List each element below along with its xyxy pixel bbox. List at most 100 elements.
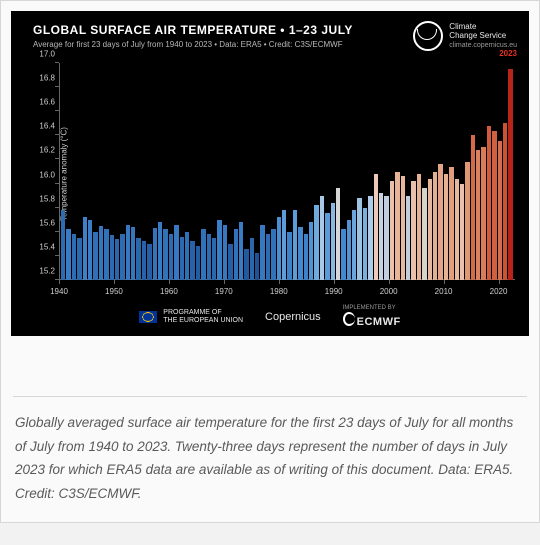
y-tick: 17.0 — [29, 50, 55, 59]
bar — [314, 205, 318, 280]
bar — [115, 239, 119, 280]
bar — [277, 217, 281, 280]
x-tick-mark — [114, 280, 115, 284]
bar — [422, 188, 426, 280]
ecmwf-block: IMPLEMENTED BY ECMWF — [343, 305, 401, 328]
copernicus-ring-icon — [413, 21, 443, 51]
bar — [492, 131, 496, 280]
ecmwf-c-icon — [343, 312, 355, 326]
x-tick-mark — [59, 280, 60, 284]
x-tick-mark — [444, 280, 445, 284]
bar — [110, 235, 114, 280]
bar — [368, 196, 372, 280]
x-tick: 1960 — [160, 287, 178, 296]
figure-caption: Globally averaged surface air temperatur… — [11, 411, 529, 512]
bar — [487, 126, 491, 280]
figure-card: GLOBAL SURFACE AIR TEMPERATURE • 1–23 JU… — [0, 0, 540, 523]
bar — [384, 196, 388, 280]
y-tick-mark — [55, 62, 59, 63]
y-tick-mark — [55, 183, 59, 184]
x-tick-mark — [169, 280, 170, 284]
divider — [13, 396, 527, 397]
bar — [395, 172, 399, 281]
y-tick: 16.2 — [29, 146, 55, 155]
bar — [207, 234, 211, 280]
y-tick-mark — [55, 86, 59, 87]
bar — [66, 229, 70, 280]
y-tick: 16.8 — [29, 74, 55, 83]
bar — [298, 227, 302, 280]
bar — [282, 210, 286, 280]
bar — [438, 164, 442, 280]
y-tick-mark — [55, 134, 59, 135]
chart-container: GLOBAL SURFACE AIR TEMPERATURE • 1–23 JU… — [11, 11, 529, 336]
y-tick-mark — [55, 207, 59, 208]
bar — [99, 226, 103, 280]
x-tick: 1970 — [215, 287, 233, 296]
bar — [357, 198, 361, 280]
bar — [136, 238, 140, 280]
bar — [163, 229, 167, 280]
annotation-2023: 2023 — [499, 49, 517, 58]
bar — [61, 210, 65, 280]
bar — [293, 210, 297, 280]
bar — [217, 220, 221, 280]
bar — [374, 174, 378, 280]
bar — [287, 232, 291, 280]
bar — [190, 241, 194, 280]
bar — [476, 150, 480, 280]
bar — [390, 181, 394, 280]
bar — [169, 234, 173, 280]
eu-text: PROGRAMME OF THE EUROPEAN UNION — [163, 309, 243, 324]
x-tick-mark — [499, 280, 500, 284]
x-tick: 1950 — [105, 287, 123, 296]
chart-footer-logos: PROGRAMME OF THE EUROPEAN UNION Copernic… — [11, 305, 529, 328]
bar — [250, 238, 254, 280]
bar — [320, 196, 324, 280]
bar — [363, 208, 367, 280]
y-tick: 16.4 — [29, 122, 55, 131]
bar — [201, 229, 205, 280]
bar — [131, 227, 135, 280]
bar — [72, 234, 76, 280]
bar — [104, 229, 108, 280]
ecmwf-prefix: IMPLEMENTED BY — [343, 305, 396, 312]
bar — [460, 184, 464, 280]
bar — [174, 225, 178, 280]
bar — [142, 241, 146, 280]
bar — [309, 222, 313, 280]
brand-logo: Climate Change Service climate.copernicu… — [413, 21, 517, 51]
bar — [212, 238, 216, 280]
x-tick: 2020 — [490, 287, 508, 296]
bar — [336, 188, 340, 280]
y-tick-mark — [55, 255, 59, 256]
bar — [331, 203, 335, 280]
bar — [158, 222, 162, 280]
bars-group — [59, 63, 515, 280]
bar — [471, 135, 475, 280]
y-tick: 15.4 — [29, 242, 55, 251]
y-tick-mark — [55, 231, 59, 232]
bar — [88, 220, 92, 280]
bar — [234, 229, 238, 280]
x-tick-mark — [279, 280, 280, 284]
bar — [304, 234, 308, 280]
bar — [271, 229, 275, 280]
x-tick: 1940 — [50, 287, 68, 296]
bar — [120, 234, 124, 280]
bar — [449, 167, 453, 280]
bar — [352, 210, 356, 280]
bar — [325, 213, 329, 281]
bar — [185, 232, 189, 280]
bar — [503, 123, 507, 280]
bar — [508, 69, 512, 280]
y-tick: 15.6 — [29, 218, 55, 227]
y-tick-mark — [55, 110, 59, 111]
bar — [77, 238, 81, 280]
x-tick: 2010 — [435, 287, 453, 296]
bar — [244, 249, 248, 280]
ecmwf-wordmark: ECMWF — [343, 312, 401, 328]
plot-area: 15.215.415.615.816.016.216.416.616.817.0… — [59, 63, 515, 280]
copernicus-wordmark: Copernicus — [265, 311, 321, 323]
bar — [228, 244, 232, 280]
